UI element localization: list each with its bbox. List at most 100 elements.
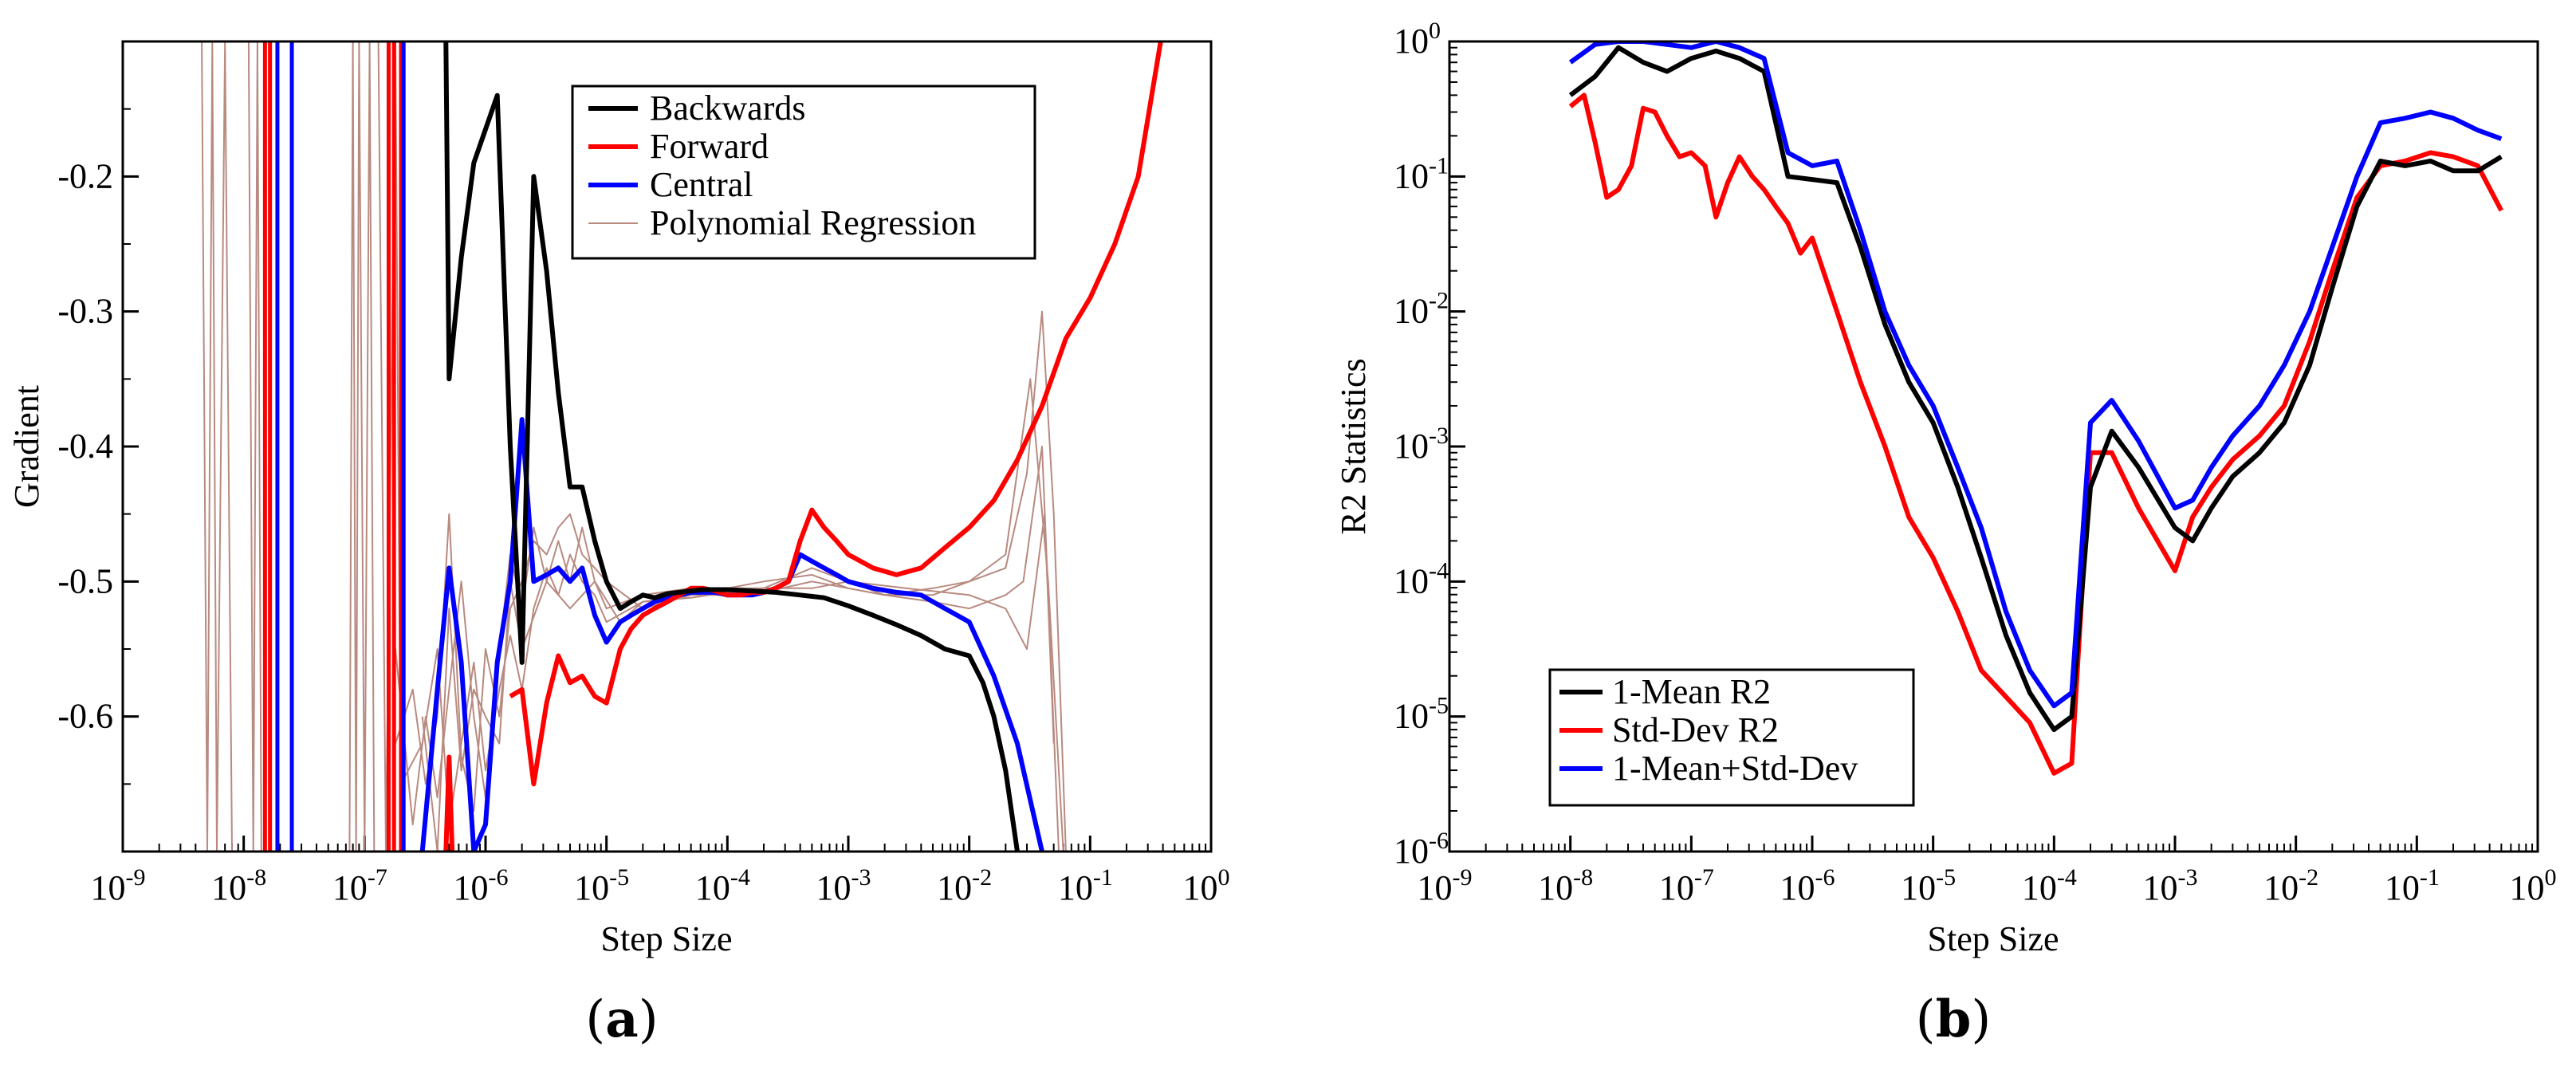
panel-a-xtick-label-base: 10 — [816, 868, 851, 907]
panel-b-xtick-label: 100 — [2510, 864, 2557, 907]
panel-b-xtick-label-exp: -7 — [1694, 864, 1714, 891]
panel-b-legend-box — [1548, 668, 1915, 807]
panel-a-xtick-label-base: 10 — [695, 868, 730, 907]
panel-b-ytick-label: 10-2 — [1394, 288, 1449, 331]
panel-b-xtick-label: 10-3 — [2143, 864, 2198, 907]
panel-a-xtick-label-base: 10 — [1058, 868, 1093, 907]
panel-a-poly-line — [201, 41, 233, 852]
panel-b-ytick-label: 10-5 — [1394, 693, 1449, 736]
panel-a-xtick-label: 10-4 — [695, 864, 750, 907]
panel-b-ytick-label-base: 10 — [1394, 832, 1429, 871]
panel-a-xtick-label-base: 10 — [91, 868, 126, 907]
panel-b-ytick-label-base: 10 — [1394, 22, 1429, 61]
panel-b-xtick-label-base: 10 — [2510, 868, 2545, 907]
panel-a-series-central — [419, 417, 1044, 852]
panel-a-xtick-label-base: 10 — [211, 868, 246, 907]
panel-b-xtick-label: 10-2 — [2263, 864, 2318, 907]
panel-a-xtick-label: 10-9 — [91, 864, 146, 907]
panel-b-legend-label: Std-Dev R2 — [1612, 710, 1779, 749]
panel-a-xtick-label: 100 — [1183, 864, 1230, 907]
panel-a-ytick-label: -0.2 — [57, 156, 113, 195]
panel-a-poly-line — [395, 310, 1067, 852]
panel-a-series — [201, 41, 1163, 852]
panel-a-legend-label: Polynomial Regression — [650, 203, 976, 242]
panel-b-xtick-label-base: 10 — [2385, 868, 2420, 907]
panel-a-poly-line — [247, 41, 262, 852]
panel-b-series-sum — [1568, 41, 2503, 709]
panel-a-xtick-label-exp: -8 — [246, 864, 266, 891]
panel-a-xtick-label-base: 10 — [332, 868, 368, 907]
panel-b-xtick-label: 10-1 — [2385, 864, 2440, 907]
panel-b-ytick-label: 10-1 — [1394, 152, 1449, 195]
panel-a-xtick-label-exp: -7 — [368, 864, 387, 891]
panel-b-ytick-label-base: 10 — [1394, 427, 1429, 466]
panel-b-legend-label: 1-Mean R2 — [1612, 672, 1771, 711]
panel-a-frame — [121, 40, 1213, 853]
panel-a-series-forward-fragment — [443, 754, 455, 852]
panel-a-xtick-label: 10-7 — [332, 864, 387, 907]
panel-b-letter: b — [1936, 989, 1972, 1049]
panel-b-xtick-label-base: 10 — [1901, 868, 1936, 907]
panel-a-letter: a — [605, 989, 638, 1049]
panel-b-ytick-label-exp: -4 — [1429, 557, 1449, 584]
panel-a-xtick-label-base: 10 — [454, 868, 489, 907]
panel-a-xtick-label: 10-2 — [937, 864, 992, 907]
panel-b-xtick-label-exp: -6 — [1815, 864, 1835, 891]
chart-panel-a: 10-9 10-8 10-7 10-6 10-5 10-4 10-3 10-2 10-1 100-… — [7, 40, 1230, 1049]
panel-b-xtick-label-exp: -4 — [2057, 864, 2077, 891]
panel-a-label: (a) — [585, 989, 658, 1049]
panel-a-poly-line — [348, 41, 376, 852]
panel-b-xlabel: Step Size — [1928, 919, 2059, 958]
panel-b-xtick-label: 10-4 — [2022, 864, 2077, 907]
panel-a-legend-label: Central — [650, 165, 753, 204]
panel-b-xtick-label-base: 10 — [2022, 868, 2057, 907]
panel-b-ytick-label-exp: -2 — [1429, 288, 1449, 314]
panel-b-xtick-label-base: 10 — [1780, 868, 1815, 907]
panel-b-xtick-label-base: 10 — [1538, 868, 1573, 907]
panel-b-xtick-label: 10-9 — [1418, 864, 1473, 907]
panel-b-ytick-label: 10-3 — [1394, 423, 1449, 466]
panel-a-legend-label: Forward — [650, 127, 769, 166]
panel-a-ytick-label: -0.6 — [57, 697, 113, 736]
panel-b-xtick-label-exp: -2 — [2299, 864, 2318, 891]
panel-b-ytick-label-exp: 0 — [1429, 18, 1441, 44]
panel-b-xtick-label-exp: -9 — [1453, 864, 1473, 891]
panel-a-poly-line — [395, 378, 1064, 852]
panel-a-xtick-label-exp: 0 — [1218, 864, 1230, 891]
panel-b-xtick-label-exp: -5 — [1936, 864, 1956, 891]
panel-b-ytick-label-base: 10 — [1394, 292, 1429, 331]
panel-b-xtick-label-exp: 0 — [2545, 864, 2557, 891]
panel-a-xlabel: Step Size — [601, 919, 733, 958]
panel-b-ytick-label-base: 10 — [1394, 156, 1429, 195]
panel-a-xtick-label: 10-5 — [574, 864, 629, 907]
panel-b-series-stddev — [1568, 92, 2503, 776]
panel-a-legend-box — [571, 85, 1036, 260]
panel-a-xtick-label-exp: -9 — [126, 864, 146, 891]
panel-b-ytick-label: 100 — [1394, 18, 1441, 61]
panel-a-ytick-label: -0.4 — [57, 427, 113, 466]
panel-a-xtick-label-exp: -5 — [609, 864, 629, 891]
panel-b-xtick-label: 10-5 — [1901, 864, 1956, 907]
panel-b-ytick-label-base: 10 — [1394, 561, 1429, 600]
panel-a-xtick-label-exp: -3 — [851, 864, 871, 891]
panel-b-xtick-label: 10-6 — [1780, 864, 1835, 907]
panel-b-ytick-label-exp: -5 — [1429, 693, 1449, 719]
panel-b-ticks: 10-9 10-8 10-7 10-6 10-5 10-4 10-3 10-2 10-1 1001… — [1394, 18, 2557, 907]
panel-a-xtick-label-base: 10 — [574, 868, 609, 907]
panel-a-xtick-label: 10-8 — [211, 864, 266, 907]
panel-b-label: (b) — [1916, 989, 1992, 1049]
panel-b-xtick-label: 10-8 — [1538, 864, 1593, 907]
panel-a-xtick-label-exp: -2 — [972, 864, 992, 891]
panel-b-xtick-label-base: 10 — [2143, 868, 2178, 907]
panel-a-xtick-label: 10-3 — [816, 864, 871, 907]
panel-a-ytick-label: -0.5 — [57, 561, 113, 600]
panel-a-xtick-label-exp: -4 — [730, 864, 750, 891]
panel-b-ytick-label: 10-6 — [1394, 828, 1449, 871]
panel-a-poly-line — [377, 41, 402, 852]
panel-b-ytick-label-exp: -3 — [1429, 423, 1449, 449]
panel-a-xtick-label-base: 10 — [937, 868, 972, 907]
panel-a-xtick-label-exp: -1 — [1093, 864, 1113, 891]
